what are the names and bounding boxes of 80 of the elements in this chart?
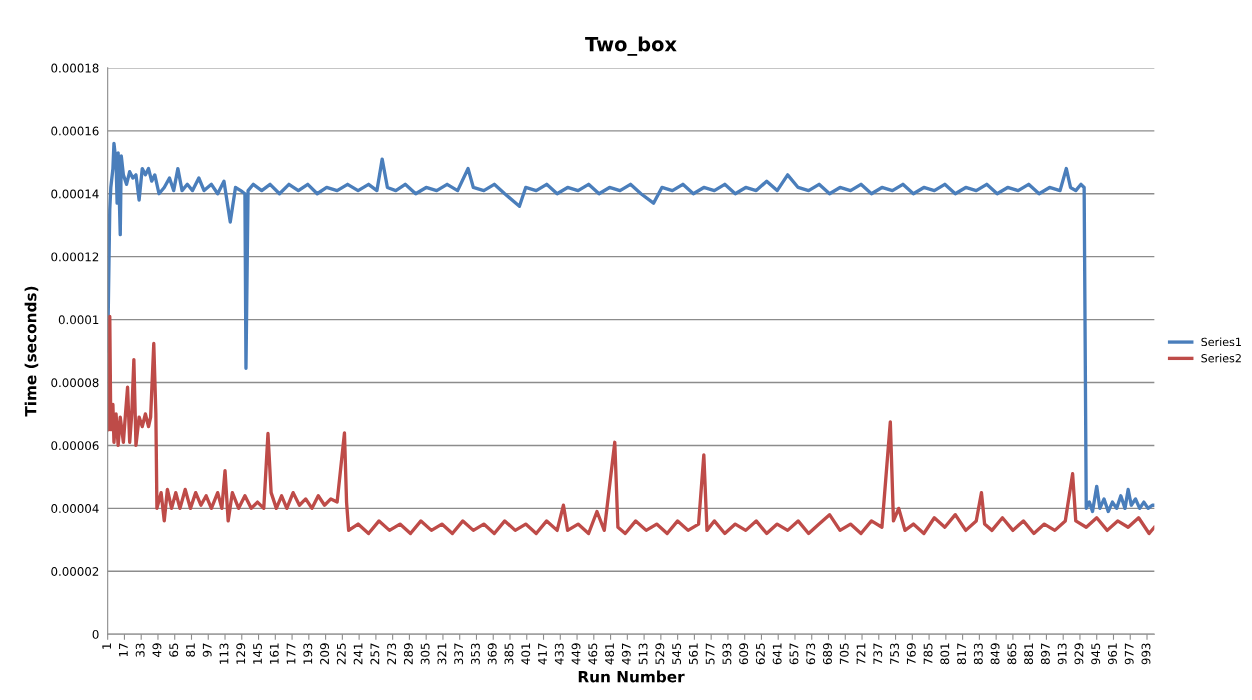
x-tick-label: 289 [403,643,413,665]
x-tick-label: 17 [119,643,128,657]
x-tick-label: 785 [923,643,933,665]
y-tick-label: 0.00002 [51,567,99,576]
x-tick-label: 609 [739,643,749,665]
x-tick-label: 321 [437,643,447,665]
x-tick-label: 1 [102,643,111,649]
x-tick-label: 369 [487,643,497,665]
x-tick-label: 705 [839,643,849,665]
x-tick-label: 145 [253,643,262,664]
x-tick-label: 897 [1040,643,1050,665]
x-tick-label: 465 [588,643,598,665]
y-tick-label: 0.00008 [51,378,99,388]
x-tick-label: 993 [1141,643,1151,665]
x-tick-label: 417 [538,643,547,665]
x-tick-label: 497 [621,643,631,665]
x-tick-label: 353 [470,643,480,665]
x-tick-label: 97 [202,643,212,657]
x-tick-label: 81 [185,643,195,657]
x-tick-label: 449 [571,643,581,665]
x-tick-label: 241 [353,643,363,665]
x-tick-label: 513 [638,643,648,665]
x-tick-label: 737 [873,643,883,665]
x-tick-label: 545 [672,643,682,665]
x-tick-label: 577 [705,643,715,665]
y-tick-label: 0 [92,629,99,639]
x-tick-label: 161 [269,643,279,664]
x-axis-title: Run Number [578,670,685,683]
x-tick-label: 801 [940,643,950,665]
x-tick-label: 305 [420,643,430,665]
x-tick-label: 849 [990,643,1000,665]
x-tick-label: 881 [1024,643,1034,665]
x-tick-label: 433 [554,643,564,665]
x-tick-label: 625 [755,643,765,665]
line-series [107,141,1155,514]
x-tick-label: 385 [504,643,514,665]
x-tick-label: 817 [957,643,967,665]
legend-label: Series2 [1201,353,1241,363]
y-tick-label: 0.00006 [51,441,99,451]
x-tick-label: 673 [806,643,816,665]
x-tick-label: 65 [169,643,179,657]
y-axis-title: Time (seconds) [24,286,39,417]
x-tick-label: 481 [605,643,614,665]
x-tick-label: 929 [1074,643,1084,665]
x-tick-label: 209 [320,643,330,665]
x-tick-label: 689 [823,643,832,665]
x-tick-label: 225 [336,643,346,665]
x-tick-label: 177 [286,643,296,664]
x-tick-label: 113 [219,643,229,664]
x-tick-label: 865 [1007,643,1017,665]
x-tick-label: 33 [135,643,145,657]
y-tick-label: 0.0001 [58,315,99,325]
x-tick-label: 193 [303,643,313,664]
x-tick-label: 49 [152,643,162,657]
x-tick-label: 641 [772,643,782,665]
x-tick-label: 913 [1057,643,1067,665]
x-tick-label: 561 [688,643,698,665]
x-tick-label: 529 [655,643,665,665]
x-tick-label: 273 [387,643,397,665]
y-tick-label: 0.00016 [51,126,99,136]
x-tick-label: 977 [1124,643,1134,665]
x-tick-label: 721 [856,643,866,665]
x-tick-label: 769 [906,643,916,665]
y-tick-label: 0.00014 [51,189,99,199]
chart-title: Two_box [585,36,677,56]
line-series [107,314,1155,536]
y-tick-label: 0.00018 [51,63,99,73]
x-tick-label: 945 [1091,643,1101,665]
x-tick-label: 401 [521,643,531,665]
x-tick-label: 753 [890,643,899,665]
x-tick-label: 593 [722,643,732,665]
x-tick-label: 337 [454,643,464,665]
x-tick-label: 961 [1107,643,1117,665]
x-tick-label: 129 [236,643,246,664]
x-tick-label: 833 [973,643,983,665]
legend-label: Series1 [1201,337,1241,347]
x-tick-label: 657 [789,643,799,665]
y-tick-label: 0.00004 [51,504,99,514]
x-tick-label: 257 [370,643,380,665]
y-tick-label: 0.00012 [51,252,99,262]
